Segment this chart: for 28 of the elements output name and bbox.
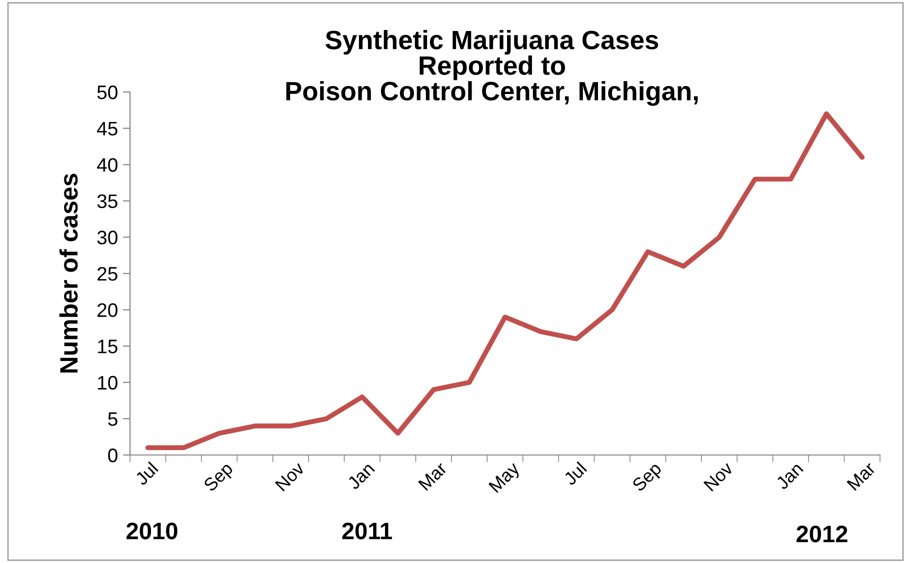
x-tick-label: Nov [704,461,734,492]
y-tick-label: 20 [98,303,118,318]
x-tick-label: Nov [274,461,306,492]
y-tick-label: 5 [108,412,118,426]
chart-title: Synthetic Marijuana Cases Reported to Poison Control Center, Michigan, [286,30,698,106]
x-tick-label: May [488,461,523,496]
y-tick-label: 15 [98,340,118,354]
y-tick-label: 0 [108,448,118,462]
y-tick-label: 10 [98,376,118,390]
x-tick-label: Sep [631,461,665,495]
x-tick-label: Mar [418,461,448,491]
y-tick-label: 35 [97,194,118,208]
x-tick-label: Jul [134,461,159,486]
line-series [145,111,865,450]
x-tick-label: Mar [846,461,876,491]
y-tick-label: 50 [97,85,118,100]
x-tick-label: Jan [346,462,376,490]
text: 2011 [342,522,392,540]
y-axis-title: Number of cases [59,174,78,373]
y-tick-label: 30 [97,230,118,244]
text: 2010 [126,522,178,540]
x-tick-label: Jan [775,462,804,490]
y-tick-label: 25 [98,266,118,281]
y-tick-label: 40 [97,158,118,172]
y-tick-label: 45 [97,122,118,136]
text: 2012 [796,526,848,542]
x-tick-label: Jul [562,461,588,486]
x-tick-label: Sep [202,461,236,495]
